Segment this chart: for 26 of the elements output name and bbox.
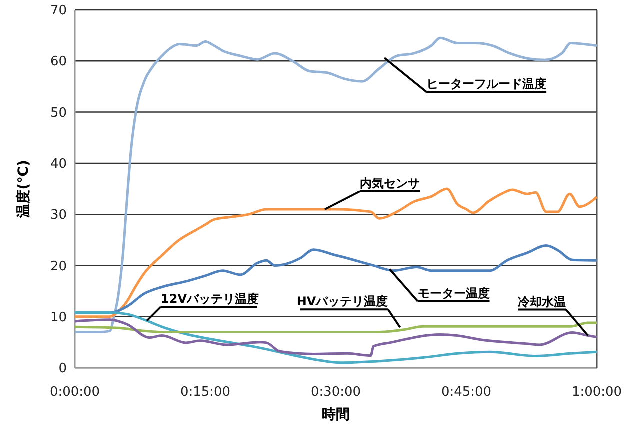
y-tick-label: 0	[58, 362, 67, 377]
annotation: モーター温度	[418, 286, 490, 300]
x-tick-label: 0:15:00	[180, 385, 231, 400]
line-series	[74, 36, 598, 334]
line-series	[74, 188, 598, 318]
annotation: HVバッテリ温度	[296, 294, 388, 309]
annotation: 内気センサ	[360, 176, 420, 190]
y-tick-label: 40	[50, 156, 67, 172]
y-tick-label: 10	[50, 310, 67, 326]
x-tick-label: 0:00:00	[50, 385, 100, 400]
line-series	[74, 322, 598, 334]
x-tick-label: 0:30:00	[310, 385, 362, 400]
x-tick-label: 1:00:00	[572, 385, 622, 400]
line-series	[74, 318, 598, 357]
y-tick-label: 20	[50, 259, 67, 274]
y-tick-label: 50	[50, 106, 67, 121]
x-tick-label: 0:45:00	[441, 385, 492, 400]
annotation: 12Vバッテリ温度	[161, 292, 260, 306]
y-tick-label: 70	[50, 4, 67, 19]
y-tick-label: 30	[50, 208, 67, 224]
annotation: 冷却水温	[518, 294, 566, 309]
x-axis-title: 時間	[322, 407, 350, 423]
y-tick-label: 60	[50, 54, 67, 70]
y-axis-title: 温度(℃)	[15, 160, 32, 219]
line-series	[74, 312, 598, 364]
annotation: ヒーターフルード温度	[426, 77, 547, 92]
